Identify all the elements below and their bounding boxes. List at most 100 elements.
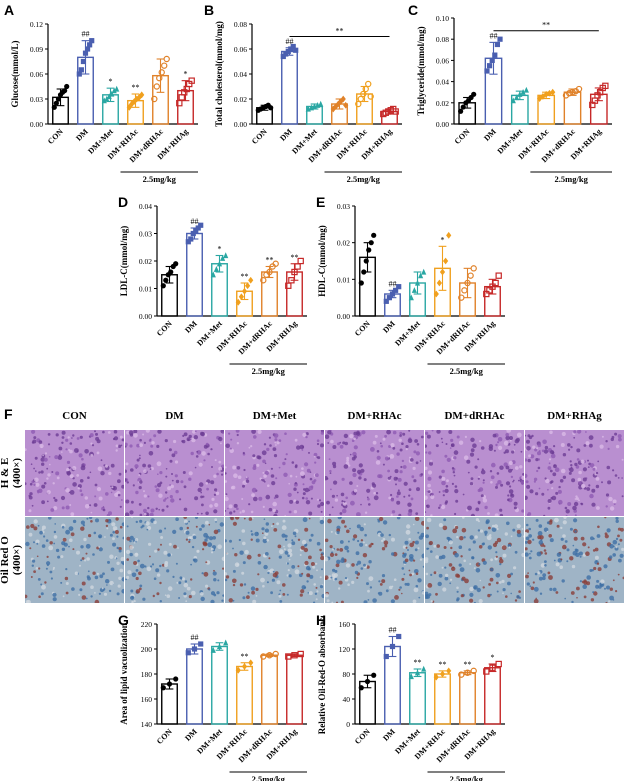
y-tick-label: 0.03: [337, 202, 350, 211]
panel-label-b: B: [204, 2, 215, 18]
data-point: [151, 95, 158, 103]
data-point: [106, 93, 112, 100]
x-tick-label: CON: [46, 127, 65, 146]
y-tick-label: 0.00: [30, 120, 43, 129]
data-point: [460, 104, 466, 110]
x-tick-label: DM: [183, 727, 199, 743]
data-point: [389, 291, 396, 297]
significance-label: ##: [191, 217, 199, 226]
data-point: [156, 74, 163, 82]
panel-label-h: H: [316, 612, 327, 628]
chart-triglyceride: Triglyceride(mmol/mg) 0.00 0.02 0.04 0.06 0.0…: [416, 14, 612, 184]
data-point: [443, 257, 449, 265]
data-point: [421, 268, 427, 275]
data-point: [355, 100, 362, 108]
significance-label: ##: [389, 279, 397, 288]
y-tick-label: 0.10: [436, 14, 449, 23]
data-point: [357, 95, 364, 103]
oil-red-o-image: [525, 517, 624, 603]
significance-label: **: [241, 652, 249, 661]
data-point: [489, 57, 495, 63]
data-point: [467, 272, 474, 279]
x-tick-label: CON: [353, 319, 372, 338]
data-point: [248, 659, 254, 667]
data-point: [216, 643, 223, 650]
y-tick-label: 0.06: [436, 56, 449, 65]
data-point: [293, 47, 299, 53]
data-point: [464, 669, 471, 676]
micrograph-row-label: H & E (400×): [0, 428, 23, 518]
y-tick-label: 0.02: [337, 239, 350, 248]
data-point: [414, 669, 421, 676]
bar: [459, 672, 476, 725]
data-point: [343, 101, 349, 109]
x-tick-label: CON: [155, 727, 174, 746]
significance-label: **: [439, 660, 447, 669]
dose-label: 2.5mg/kg: [252, 774, 286, 781]
panel-label-c: C: [408, 2, 419, 18]
data-point: [392, 108, 399, 115]
micrograph-panel: CON DM DM+Met DM+RHAc DM+dRHAc DM+RHAg H & E (4…: [0, 410, 624, 612]
y-tick-label: 0.00: [139, 312, 152, 321]
data-point: [421, 665, 427, 672]
tissue-texture: [425, 430, 524, 516]
data-point: [513, 94, 520, 101]
y-tick-label: 220: [141, 620, 153, 629]
micrograph-row-label-line: H & E: [0, 457, 11, 489]
data-point: [408, 294, 414, 301]
y-tick-label: 0.04: [139, 202, 152, 211]
oil-red-o-image: [25, 517, 124, 603]
data-point: [260, 653, 267, 660]
comparison-label: **: [542, 21, 550, 30]
data-point: [109, 90, 115, 97]
data-point: [484, 68, 490, 74]
y-tick-label: 0: [346, 720, 350, 729]
data-point: [53, 100, 59, 106]
data-point: [89, 38, 95, 44]
significance-label: **: [132, 83, 140, 92]
bar: [281, 50, 298, 125]
tissue-texture: [525, 517, 624, 603]
data-point: [411, 287, 417, 293]
significance-label: *: [218, 245, 222, 254]
data-point: [446, 231, 452, 239]
he-stain-image: [125, 430, 224, 516]
y-axis-label: LDL-C(mmol/mg): [119, 226, 129, 297]
y-tick-label: 160: [339, 620, 351, 629]
data-point: [439, 670, 446, 678]
data-point: [396, 633, 402, 640]
micrograph-column-label: DM+Met: [252, 410, 297, 422]
data-point: [458, 671, 465, 678]
x-tick-label: DM: [381, 727, 397, 743]
x-tick-label: CON: [250, 127, 269, 146]
data-point: [188, 236, 194, 242]
y-tick-label: 120: [339, 645, 351, 654]
data-point: [87, 42, 93, 48]
tissue-texture: [225, 430, 324, 516]
data-point: [160, 685, 166, 691]
data-point: [188, 77, 195, 84]
data-point: [361, 269, 367, 275]
data-point: [163, 277, 169, 283]
significance-label: ##: [389, 626, 397, 635]
data-point: [158, 69, 165, 76]
bar: [211, 645, 228, 725]
data-point: [365, 80, 372, 88]
data-point: [272, 650, 279, 658]
x-tick-label: DM: [381, 319, 397, 335]
y-tick-label: 0.03: [30, 95, 43, 104]
data-point: [185, 239, 191, 245]
data-point: [383, 653, 389, 660]
chart-hdl-c: HDL-C(mmol/mg)0.000.010.020.03CON##DMDM+…: [317, 202, 505, 376]
data-point: [446, 667, 452, 675]
data-point: [495, 660, 502, 668]
bar: [186, 648, 203, 725]
dose-label: 2.5mg/kg: [347, 174, 381, 184]
data-point: [268, 105, 274, 111]
data-point: [166, 681, 173, 687]
data-point: [190, 230, 196, 237]
data-point: [358, 685, 364, 691]
data-point: [161, 62, 168, 69]
data-point: [210, 271, 216, 278]
data-point: [241, 287, 248, 295]
